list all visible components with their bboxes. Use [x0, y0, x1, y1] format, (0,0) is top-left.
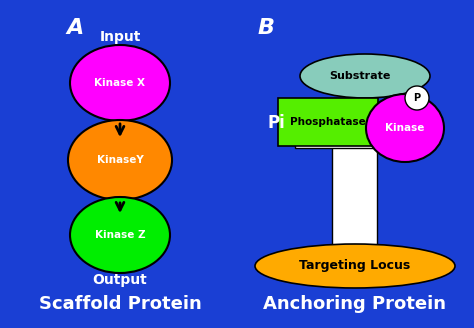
Ellipse shape [70, 45, 170, 121]
Bar [111, 68, 129, 220]
Text: Scaffold Protein: Scaffold Protein [38, 295, 201, 313]
Text: Phosphatase: Phosphatase [290, 117, 366, 127]
Text: Kinase: Kinase [385, 123, 425, 133]
Circle shape [405, 86, 429, 110]
Text: Anchoring Protein: Anchoring Protein [264, 295, 447, 313]
Ellipse shape [300, 54, 430, 98]
Text: A: A [66, 18, 83, 38]
Bar [295, 106, 415, 148]
Text: Targeting Locus: Targeting Locus [300, 259, 410, 273]
Ellipse shape [68, 120, 172, 200]
Bar [332, 116, 377, 256]
Text: Output: Output [92, 273, 147, 287]
Text: Pi: Pi [268, 114, 286, 132]
Bar [278, 98, 378, 146]
Text: Kinase Z: Kinase Z [95, 230, 146, 240]
Ellipse shape [255, 244, 455, 288]
Text: KinaseY: KinaseY [97, 155, 143, 165]
Text: Input: Input [100, 30, 141, 44]
Text: Kinase X: Kinase X [94, 78, 146, 88]
Text: Substrate: Substrate [329, 71, 391, 81]
Text: P: P [413, 93, 420, 103]
Ellipse shape [366, 94, 444, 162]
Text: B: B [258, 18, 275, 38]
Ellipse shape [70, 197, 170, 273]
